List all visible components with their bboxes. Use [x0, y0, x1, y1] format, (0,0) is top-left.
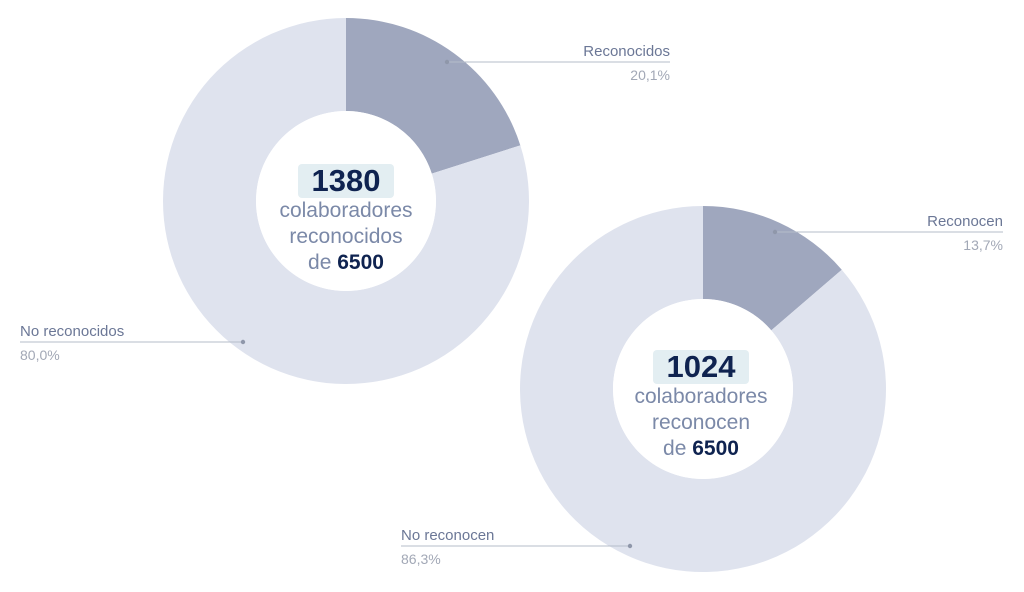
donut-1-leader-dot-1 — [444, 59, 450, 65]
donut-2-slice-2 — [520, 206, 886, 572]
donut-1-slice-2 — [163, 18, 529, 384]
donut-1-center: 1380 colaboradores reconocidos de 6500 — [246, 164, 446, 276]
donut-2-center: 1024 colaboradores reconocen de 6500 — [601, 350, 801, 462]
donut-1-leader-dot-2 — [240, 339, 246, 345]
donut-1-slice-1 — [346, 18, 521, 174]
donut-1-center-line2: reconocidos — [289, 225, 403, 248]
donut-2-slice-2-label: No reconocen — [401, 527, 494, 544]
donut-2-center-prefix: de — [663, 437, 687, 460]
donut-2-center-total-line: de 6500 — [601, 436, 801, 462]
donut-1-slice-2-label: No reconocidos — [20, 323, 124, 340]
donut-1-slice-1-label: Reconocidos — [583, 43, 670, 60]
donut-1-center-total: 6500 — [337, 251, 384, 274]
donut-2-hole — [613, 299, 793, 479]
donut-1-hole — [256, 111, 436, 291]
donut-1-center-line1: colaboradores — [279, 199, 413, 222]
donut-2-center-line2: reconocen — [651, 411, 751, 434]
donut-1-slice-1-percent: 20,1% — [630, 67, 670, 83]
donut-2-slice-2-percent: 86,3% — [401, 551, 441, 567]
donut-2-leader-dot-1 — [772, 229, 778, 235]
donut-2-slice-1-label: Reconocen — [927, 213, 1003, 230]
donut-2-center-total: 6500 — [692, 437, 739, 460]
donut-2-slice-1 — [703, 206, 842, 331]
donut-2-center-number: 1024 — [652, 350, 750, 384]
donut-2-leader-dot-2 — [627, 543, 633, 549]
donut-1-center-number: 1380 — [297, 164, 395, 198]
donut-2-slice-1-percent: 13,7% — [963, 237, 1003, 253]
donut-2-center-line1: colaboradores — [634, 385, 768, 408]
donut-1-slice-2-percent: 80,0% — [20, 347, 60, 363]
donut-1-center-total-line: de 6500 — [246, 250, 446, 276]
donut-1-center-prefix: de — [308, 251, 332, 274]
